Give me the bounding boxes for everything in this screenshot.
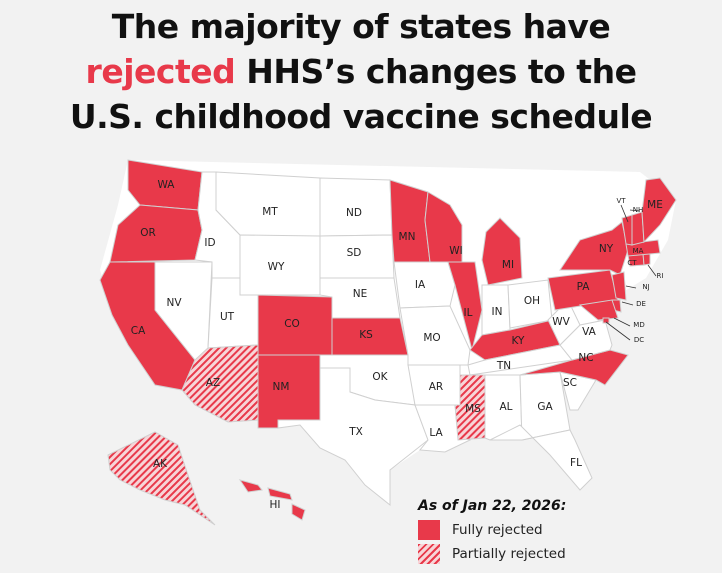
title-line-1: The majority of states have [111, 7, 611, 46]
state-label-md: MD [633, 321, 644, 329]
state-label-sc: SC [563, 377, 577, 389]
state-label-il: IL [464, 307, 473, 319]
title-line-2: rejected HHS’s changes to the [0, 49, 722, 94]
leader-ri [647, 264, 657, 277]
state-label-fl: FL [570, 457, 582, 469]
state-label-wa: WA [158, 179, 176, 191]
state-label-or: OR [140, 227, 156, 239]
leader-nj [625, 285, 637, 289]
state-label-ny: NY [599, 243, 614, 255]
state-label-mo: MO [423, 332, 440, 344]
state-label-ms: MS [465, 403, 481, 415]
legend: As of Jan 22, 2026: Fully rejected Parti… [418, 498, 566, 568]
state-label-tn: TN [496, 360, 511, 372]
legend-date: As of Jan 22, 2026: [418, 498, 567, 514]
state-label-ks: KS [359, 329, 373, 341]
leader-dc [605, 321, 631, 341]
state-label-nd: ND [346, 207, 362, 219]
state-me [641, 177, 677, 244]
state-label-nc: NC [578, 352, 593, 364]
fully-rejected-swatch [418, 520, 440, 540]
state-label-mn: MN [399, 231, 416, 243]
state-label-ga: GA [537, 401, 553, 413]
leader-nh [629, 209, 641, 212]
state-label-me: ME [647, 199, 663, 211]
state-label-ri: RI [657, 272, 664, 280]
state-mi [481, 217, 523, 286]
state-label-ca: CA [131, 325, 146, 337]
state-label-wi: WI [449, 245, 462, 257]
state-label-la: LA [429, 427, 443, 439]
state-label-ma: MA [633, 247, 644, 255]
state-label-ar: AR [429, 381, 443, 393]
state-mn [389, 179, 431, 263]
state-label-nh: NH [633, 206, 644, 214]
leader-de [621, 301, 634, 306]
state-label-ct: CT [627, 259, 637, 267]
state-tx [277, 367, 429, 507]
state-mt [215, 171, 321, 237]
state-label-va: VA [582, 326, 597, 338]
state-label-sd: SD [347, 247, 362, 259]
state-label-co: CO [284, 318, 300, 330]
partially-rejected-swatch [418, 544, 440, 564]
state-label-ut: UT [220, 311, 235, 323]
state-label-ia: IA [415, 279, 426, 291]
state-label-mi: MI [502, 259, 514, 271]
state-label-ne: NE [353, 288, 368, 300]
state-label-al: AL [499, 401, 512, 413]
title-line-2-rest: HHS’s changes to the [235, 52, 637, 91]
state-nj [611, 271, 627, 301]
state-label-de: DE [636, 300, 646, 308]
states-layer [99, 159, 677, 526]
legend-item-partially-rejected: Partially rejected [418, 544, 566, 564]
leader-vt [620, 204, 629, 223]
state-label-tx: TX [348, 426, 363, 438]
state-label-nj: NJ [642, 283, 649, 291]
state-label-in: IN [492, 306, 503, 318]
state-label-mt: MT [262, 206, 278, 218]
state-label-dc: DC [634, 336, 644, 344]
legend-label-partially-rejected: Partially rejected [452, 546, 566, 562]
title-highlight: rejected [85, 52, 236, 91]
state-label-wv: WV [552, 316, 570, 328]
state-label-oh: OH [524, 295, 540, 307]
state-label-vt: VT [616, 197, 626, 205]
page-title: The majority of states have rejected HHS… [0, 4, 722, 139]
state-label-ky: KY [512, 335, 526, 347]
state-label-wy: WY [268, 261, 285, 273]
leaders-layer [605, 204, 657, 341]
legend-item-fully-rejected: Fully rejected [418, 520, 566, 540]
state-label-nm: NM [273, 381, 290, 393]
state-label-az: AZ [206, 377, 220, 389]
state-label-ak: AK [153, 458, 168, 470]
state-label-ok: OK [372, 371, 388, 383]
state-md [578, 299, 619, 321]
title-line-3: U.S. childhood vaccine schedule [69, 97, 653, 136]
state-hi [238, 479, 306, 521]
state-dc [602, 317, 610, 324]
state-label-id: ID [204, 237, 215, 249]
state-label-nv: NV [166, 297, 182, 309]
state-label-hi: HI [270, 499, 281, 511]
labels-layer: WA OR CA NV ID MT WY UT AZ CO NM ND SD NE KS OK TX MN IA MO… [131, 179, 664, 511]
leader-md [613, 317, 631, 327]
state-il [447, 261, 483, 351]
state-ak [107, 431, 216, 526]
state-fl [489, 424, 593, 491]
legend-label-fully-rejected: Fully rejected [452, 522, 543, 538]
state-label-pa: PA [577, 281, 591, 293]
